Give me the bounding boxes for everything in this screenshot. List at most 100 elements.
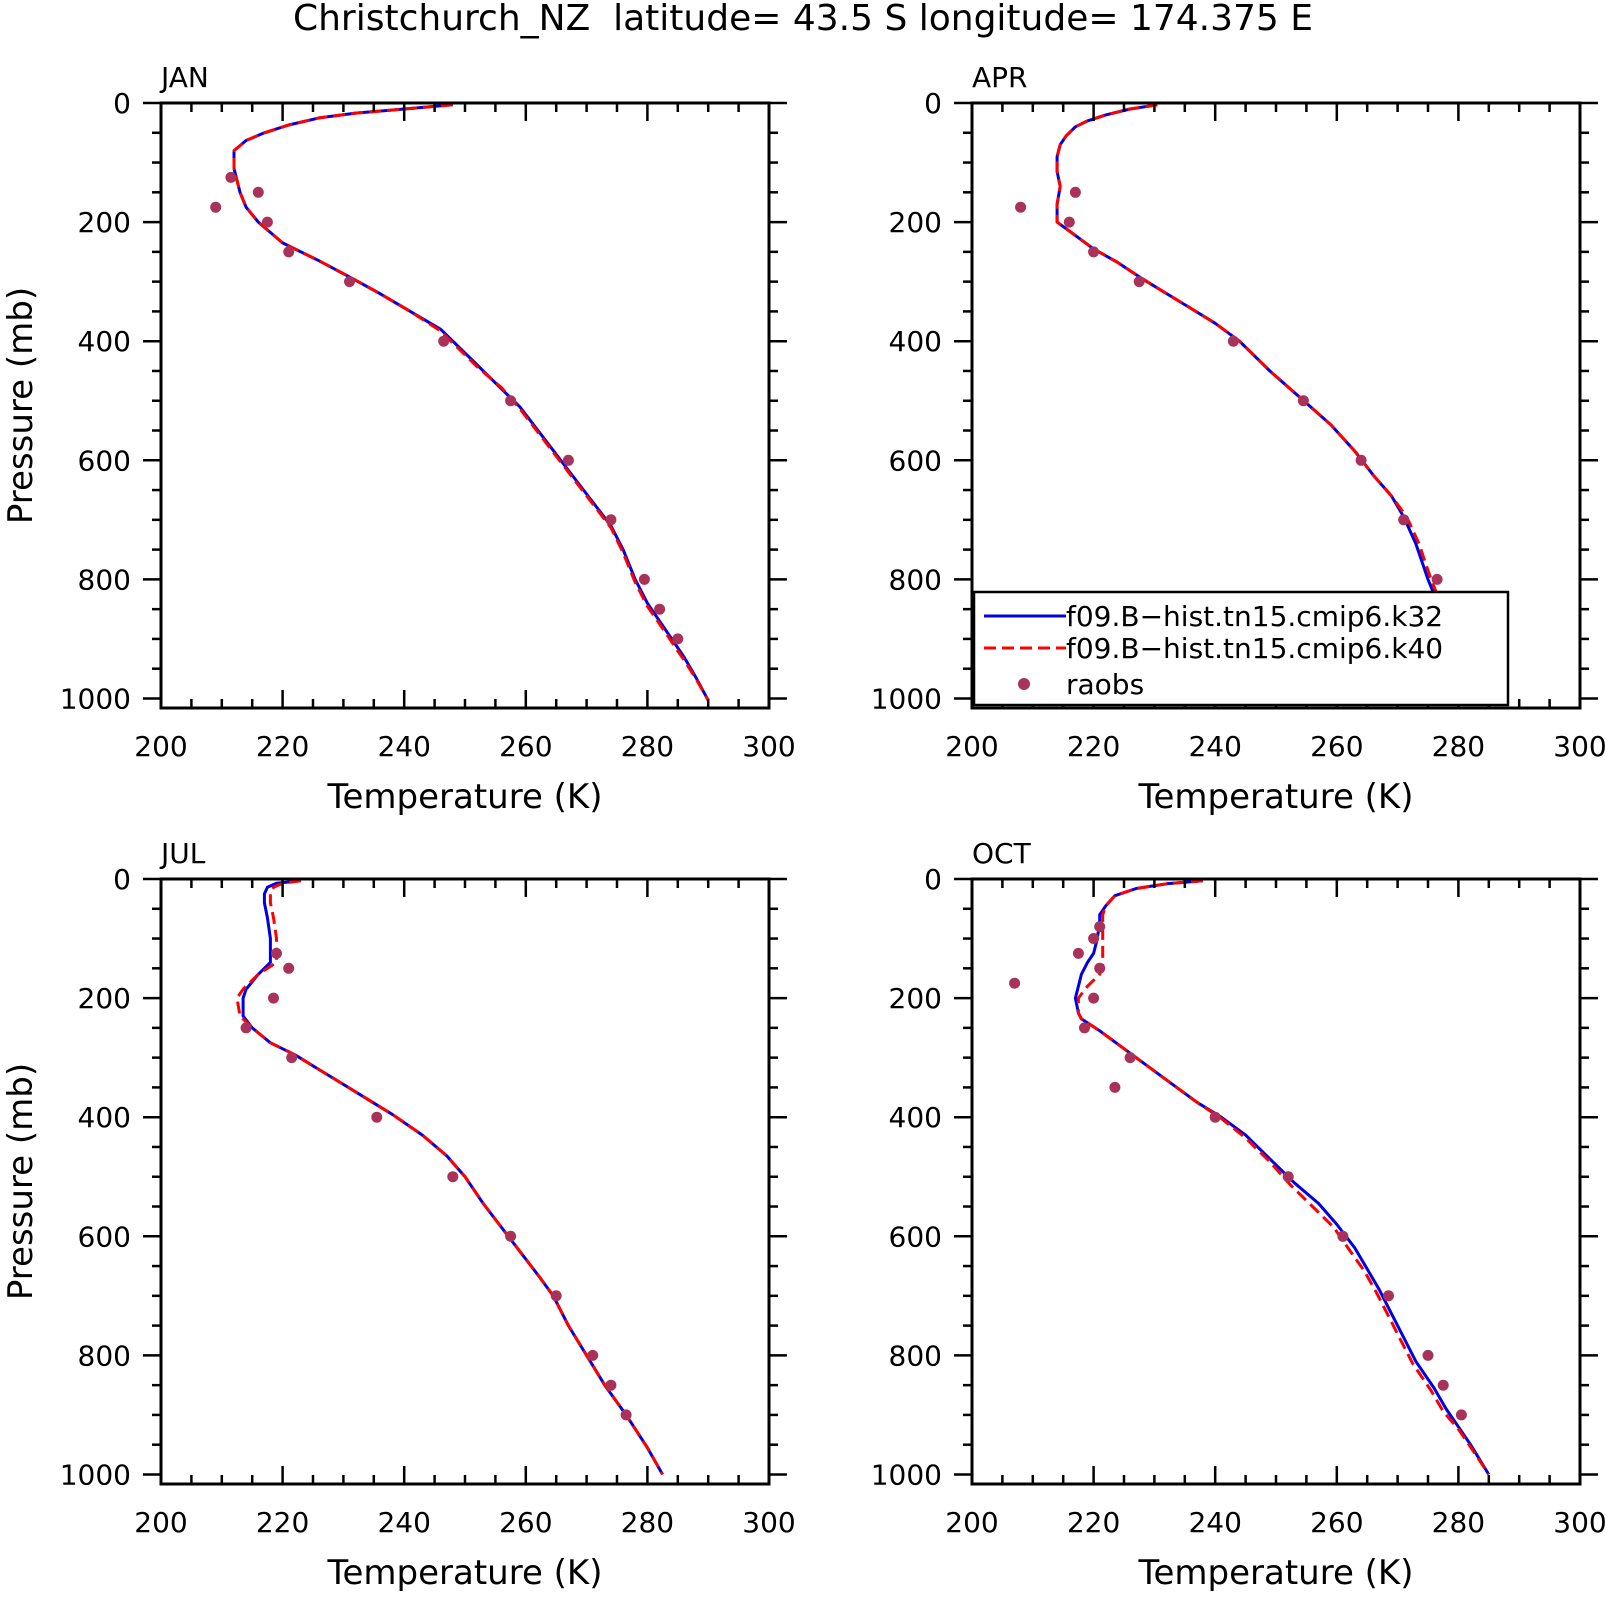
raobs-point <box>620 1409 632 1421</box>
raobs-point <box>1455 1409 1467 1421</box>
y-tick-label: 0 <box>924 863 942 896</box>
raobs-point <box>271 947 282 959</box>
series-k32-line <box>241 879 664 1476</box>
raobs-point <box>1209 1111 1221 1123</box>
plot-frame <box>159 877 771 1486</box>
raobs-point <box>1088 992 1100 1004</box>
raobs-point <box>1094 962 1106 974</box>
x-tick-label: 260 <box>499 730 552 763</box>
raobs-point <box>672 633 684 645</box>
y-axis-title: Pressure (mb) <box>1 287 41 524</box>
x-tick-label: 260 <box>499 1506 552 1539</box>
raobs-point <box>638 573 650 585</box>
raobs-point <box>1094 921 1106 933</box>
raobs-point <box>1072 947 1084 959</box>
x-tick-label: 200 <box>134 730 187 763</box>
x-tick-label: 200 <box>945 1506 998 1539</box>
y-tick-label: 200 <box>78 206 131 239</box>
raobs-point <box>605 514 617 526</box>
raobs-point <box>240 1022 252 1034</box>
page-title: Christchurch_NZ latitude= 43.5 S longitu… <box>293 0 1313 39</box>
x-axis-title: Temperature (K) <box>326 777 602 817</box>
y-tick-label: 800 <box>78 1339 131 1372</box>
x-tick-label: 300 <box>742 730 795 763</box>
plot-frame <box>159 101 771 710</box>
raobs-point <box>605 1379 617 1391</box>
y-tick-label: 600 <box>78 1220 131 1253</box>
raobs-point <box>1431 573 1443 585</box>
raobs-point <box>654 603 666 615</box>
y-tick-label: 600 <box>889 444 942 477</box>
legend-marker-raobs <box>1018 678 1030 690</box>
y-tick-label: 0 <box>113 87 131 120</box>
legend: f09.B−hist.tn15.cmip6.k32f09.B−hist.tn15… <box>972 590 1510 707</box>
raobs-point <box>1227 335 1239 347</box>
raobs-point <box>505 395 517 407</box>
raobs-point <box>1133 276 1145 288</box>
legend-entry: f09.B−hist.tn15.cmip6.k40 <box>1066 632 1443 665</box>
x-tick-label: 200 <box>134 1506 187 1539</box>
raobs-point <box>1009 977 1021 989</box>
x-axis-title: Temperature (K) <box>1137 777 1413 817</box>
raobs-point <box>268 992 279 1004</box>
raobs-point <box>1109 1081 1121 1093</box>
x-tick-label: 240 <box>1188 730 1241 763</box>
x-tick-label: 240 <box>1188 1506 1241 1539</box>
raobs-point <box>587 1349 599 1361</box>
x-tick-label: 300 <box>742 1506 795 1539</box>
series-k40-line <box>232 103 710 702</box>
raobs-point <box>1063 216 1075 228</box>
y-tick-label: 400 <box>78 1101 131 1134</box>
series-k40-line <box>1076 879 1491 1476</box>
y-tick-label: 1000 <box>60 1458 131 1491</box>
y-tick-label: 400 <box>78 325 131 358</box>
raobs-point <box>550 1290 562 1302</box>
x-axis-title: Temperature (K) <box>326 1553 602 1593</box>
y-tick-label: 800 <box>78 563 131 596</box>
raobs-point <box>1337 1230 1349 1242</box>
x-tick-label: 280 <box>621 730 674 763</box>
x-tick-label: 280 <box>621 1506 674 1539</box>
raobs-point <box>1069 186 1081 198</box>
raobs-point <box>562 454 574 466</box>
raobs-point <box>1015 201 1027 213</box>
raobs-point <box>261 216 273 228</box>
raobs-point <box>1079 1022 1090 1034</box>
raobs-point <box>505 1230 517 1242</box>
y-tick-label: 400 <box>889 325 942 358</box>
panel-label: APR <box>972 61 1028 94</box>
y-tick-label: 200 <box>889 206 942 239</box>
raobs-point <box>283 962 295 974</box>
y-tick-label: 1000 <box>871 682 942 715</box>
series-k32-line <box>232 103 710 702</box>
legend-entry: f09.B−hist.tn15.cmip6.k32 <box>1066 600 1443 633</box>
x-tick-label: 260 <box>1310 1506 1363 1539</box>
panel-label: OCT <box>972 837 1032 870</box>
y-tick-label: 1000 <box>60 682 131 715</box>
x-tick-label: 240 <box>377 1506 430 1539</box>
x-tick-label: 300 <box>1553 730 1606 763</box>
x-tick-label: 220 <box>1067 1506 1120 1539</box>
series-k40-line <box>1055 103 1506 702</box>
raobs-point <box>210 201 222 213</box>
raobs-point <box>1124 1052 1136 1064</box>
y-tick-label: 400 <box>889 1101 942 1134</box>
panel-label: JUL <box>159 837 206 870</box>
raobs-point <box>1088 246 1100 258</box>
x-tick-label: 280 <box>1432 730 1485 763</box>
raobs-point <box>252 186 264 198</box>
raobs-point <box>283 246 295 258</box>
raobs-point <box>344 276 355 288</box>
plot-frame <box>970 877 1582 1486</box>
raobs-point <box>447 1171 459 1183</box>
legend-entry: raobs <box>1066 668 1144 701</box>
raobs-point <box>371 1111 383 1123</box>
x-tick-label: 240 <box>377 730 430 763</box>
y-tick-label: 200 <box>78 982 131 1015</box>
y-tick-label: 600 <box>889 1220 942 1253</box>
raobs-point <box>1398 514 1410 526</box>
